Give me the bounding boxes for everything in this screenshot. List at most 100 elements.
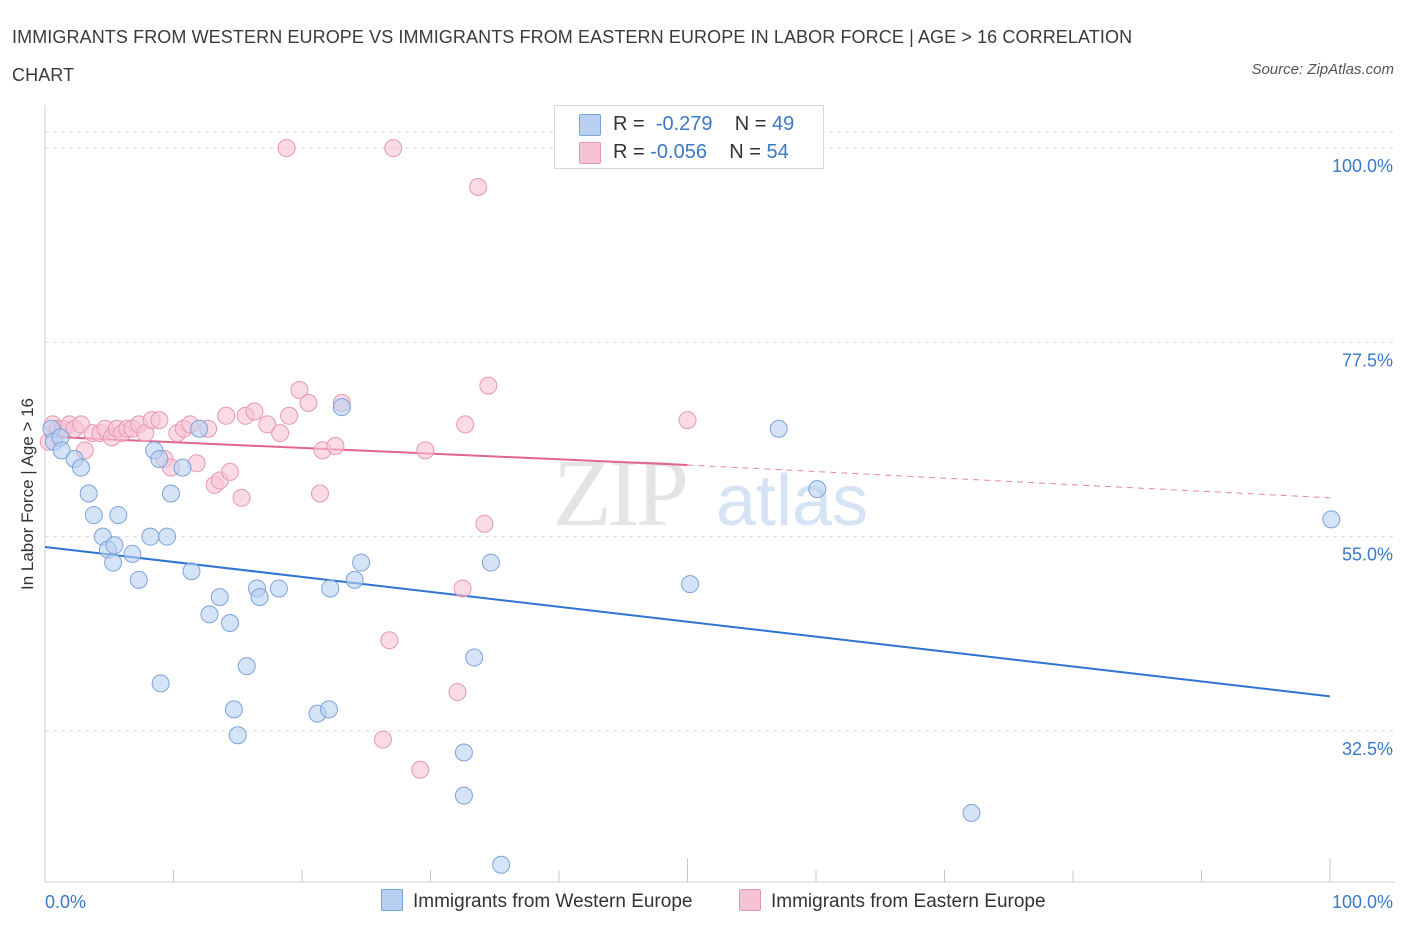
eastern-point xyxy=(232,488,251,507)
western-point xyxy=(492,855,511,874)
western-point xyxy=(161,484,180,503)
gridlines xyxy=(45,131,1395,732)
n-label: N = xyxy=(729,141,761,163)
western-point xyxy=(352,553,371,572)
eastern-point xyxy=(380,631,399,650)
eastern-point xyxy=(373,730,392,749)
eastern-point xyxy=(453,579,472,598)
source-label: Source: ZipAtlas.com xyxy=(1251,61,1394,78)
data-points xyxy=(39,139,1341,874)
western-point xyxy=(151,674,170,693)
western-point xyxy=(158,527,177,546)
eastern-point xyxy=(245,402,264,421)
eastern-swatch xyxy=(579,141,601,164)
western-point xyxy=(52,441,71,460)
western-point xyxy=(769,419,788,438)
western-point xyxy=(182,562,201,581)
western-point xyxy=(228,726,247,745)
n-label: N = xyxy=(734,113,767,135)
western-point xyxy=(221,614,240,632)
eastern-point xyxy=(277,139,296,158)
western-point xyxy=(319,700,338,719)
eastern-trend-line xyxy=(44,435,688,467)
western-point xyxy=(79,484,98,503)
y-tick-label: 100.0% xyxy=(1332,156,1393,176)
eastern-point xyxy=(310,484,329,503)
western-point xyxy=(210,588,229,607)
legend-label-western: Immigrants from Western Europe xyxy=(413,891,693,912)
chart-title: IMMIGRANTS FROM WESTERN EUROPE VS IMMIGR… xyxy=(12,27,1133,85)
western-point xyxy=(150,449,169,468)
eastern-point xyxy=(479,376,498,395)
eastern-point xyxy=(290,380,309,399)
western-point xyxy=(345,570,364,589)
eastern-trend-extension xyxy=(687,464,1331,499)
western-trend-line xyxy=(44,546,1331,698)
eastern-point xyxy=(217,406,236,425)
tick-labels: 32.5% 55.0% 77.5% 100.0% 0.0% 100.0% xyxy=(45,156,1393,912)
legend-row-eastern: R = -0.056 N = 54 xyxy=(579,138,789,166)
eastern-point xyxy=(448,683,467,702)
eastern-point xyxy=(678,411,697,430)
western-point xyxy=(962,803,981,822)
western-point xyxy=(465,648,484,667)
western-point xyxy=(109,506,128,525)
western-point xyxy=(190,419,209,438)
n-value: 54 xyxy=(766,141,789,163)
eastern-point xyxy=(150,411,169,430)
western-point xyxy=(808,480,827,499)
r-value: -0.056 xyxy=(650,141,707,163)
eastern-point xyxy=(299,393,318,412)
legend-item-western: Immigrants from Western Europe xyxy=(381,888,693,915)
western-point xyxy=(104,553,123,572)
legend-item-eastern: Immigrants from Eastern Europe xyxy=(739,888,1046,915)
western-point xyxy=(224,700,243,719)
y-tick-label: 55.0% xyxy=(1342,545,1393,565)
western-point xyxy=(250,588,269,607)
eastern-point xyxy=(280,406,299,425)
western-point xyxy=(105,536,124,555)
eastern-point xyxy=(221,462,240,481)
r-value: -0.279 xyxy=(655,113,713,135)
r-label: R = xyxy=(613,141,645,163)
western-point xyxy=(454,786,473,805)
eastern-legend-swatch xyxy=(739,888,761,911)
legend-label-eastern: Immigrants from Eastern Europe xyxy=(771,891,1046,912)
western-point xyxy=(481,553,500,572)
trend-lines xyxy=(44,435,1331,698)
western-point xyxy=(123,544,142,563)
western-point xyxy=(71,458,90,477)
y-tick-label: 32.5% xyxy=(1342,739,1393,759)
western-point xyxy=(141,527,160,546)
stats-legend: R = -0.279 N = 49 R = -0.056 N = 54 xyxy=(554,105,824,169)
western-point xyxy=(237,657,256,676)
eastern-point xyxy=(469,178,488,197)
western-point xyxy=(129,570,148,589)
n-value: 49 xyxy=(772,113,795,135)
watermark-zip: ZIP xyxy=(553,439,686,546)
western-legend-swatch xyxy=(381,888,403,911)
legend-row-western: R = -0.279 N = 49 xyxy=(579,110,794,138)
western-point xyxy=(1322,510,1341,529)
eastern-point xyxy=(475,514,494,533)
eastern-point xyxy=(258,415,277,434)
western-point xyxy=(454,743,473,762)
western-point xyxy=(84,506,103,525)
x-tick-label: 0.0% xyxy=(45,892,86,912)
eastern-point xyxy=(326,437,345,456)
western-point xyxy=(200,605,219,624)
western-point xyxy=(332,398,351,417)
x-tick-label: 100.0% xyxy=(1332,892,1393,912)
eastern-point xyxy=(384,139,403,158)
eastern-point xyxy=(271,424,290,443)
watermark: ZIP atlas xyxy=(553,439,868,546)
eastern-point xyxy=(456,415,475,434)
western-point xyxy=(681,575,700,594)
eastern-point xyxy=(411,760,430,779)
western-point xyxy=(269,579,288,598)
watermark-atlas: atlas xyxy=(716,461,868,541)
r-label: R = xyxy=(613,113,645,135)
eastern-point xyxy=(416,441,435,460)
axes xyxy=(44,105,1395,883)
